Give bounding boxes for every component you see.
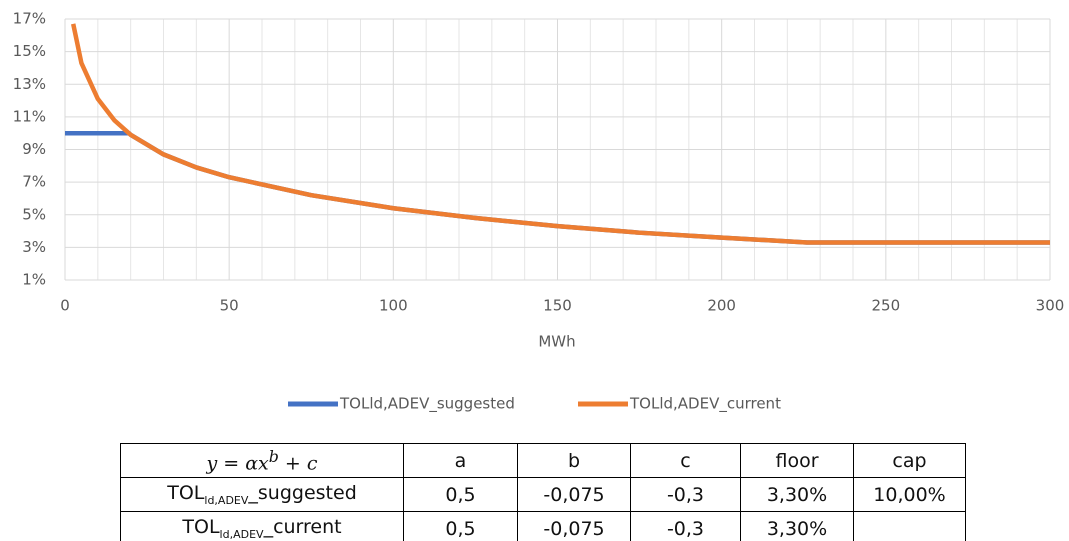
- table-cell: b: [517, 443, 631, 478]
- cell-text: 3,30%: [766, 517, 828, 540]
- formula-exponent: b: [268, 446, 279, 466]
- x-tick-label: 200: [707, 297, 736, 315]
- cell-text: -0,3: [666, 483, 705, 506]
- y-tick-label: 3%: [22, 238, 46, 256]
- y-tick-label: 1%: [22, 271, 46, 289]
- cell-text: 0,5: [445, 483, 476, 506]
- row-label: TOL: [182, 516, 220, 539]
- table-cell: -0,075: [517, 511, 631, 541]
- y-tick-label: 5%: [22, 205, 46, 223]
- table-row: TOLld,ADEV_current 0,5 -0,075 -0,3 3,30%: [120, 511, 966, 541]
- table-row: TOLld,ADEV_suggested 0,5 -0,075 -0,3 3,30% 10…: [120, 477, 966, 512]
- table-cell: 0,5: [403, 511, 518, 541]
- table-cell: c: [630, 443, 741, 478]
- cell-text: -0,3: [666, 517, 705, 540]
- formula-text: y = αx: [206, 452, 269, 475]
- cell-text: a: [454, 449, 467, 472]
- table-cell: 10,00%: [853, 477, 966, 512]
- chart: MWh 1% 3% 5% 7% 9% 11% 13% 15% 17% 0 50 100 150 200 25…: [13, 10, 1065, 414]
- series-line: [71, 23, 1050, 245]
- row-label: TOL: [167, 482, 205, 505]
- y-tick-label: 15%: [13, 42, 46, 60]
- x-tick-label: 100: [379, 297, 408, 315]
- cell-text: cap: [892, 449, 927, 472]
- cell-text: floor: [775, 449, 819, 472]
- table-cell: TOLld,ADEV_suggested: [120, 477, 404, 512]
- table-cell: a: [403, 443, 518, 478]
- table-cell: -0,3: [630, 477, 741, 512]
- table-cell: 3,30%: [740, 477, 854, 512]
- table-cell: TOLld,ADEV_current: [120, 511, 404, 541]
- cell-text: b: [567, 449, 581, 472]
- legend-label: TOLld,ADEV_suggested: [339, 395, 515, 414]
- y-tick-label: 17%: [13, 10, 46, 28]
- table-cell: [853, 511, 966, 541]
- table-cell: cap: [853, 443, 966, 478]
- table-cell: -0,3: [630, 511, 741, 541]
- cell-text: -0,075: [543, 483, 605, 506]
- x-tick-label: 150: [543, 297, 572, 315]
- x-axis-label: MWh: [538, 333, 575, 351]
- table-body: y = αxb + c a b c floor cap TOLld,ADEV_suggest…: [120, 443, 966, 541]
- x-tick-label: 50: [220, 297, 239, 315]
- table-cell: 0,5: [403, 477, 518, 512]
- y-tick-label: 11%: [13, 107, 46, 125]
- y-tick-label: 13%: [13, 75, 46, 93]
- table-cell: floor: [740, 443, 854, 478]
- x-tick-label: 300: [1036, 297, 1065, 315]
- table-cell: 3,30%: [740, 511, 854, 541]
- row-label-subscript: ld,ADEV: [204, 493, 249, 507]
- x-tick-label: 250: [872, 297, 901, 315]
- row-label: _suggested: [248, 482, 357, 505]
- y-tick-label: 9%: [22, 140, 46, 158]
- y-tick-label: 7%: [22, 173, 46, 191]
- cell-text: c: [680, 449, 691, 472]
- x-tick-label: 0: [60, 297, 70, 315]
- table-cell: -0,075: [517, 477, 631, 512]
- parameter-table: y = αxb + c a b c floor cap TOLld,ADEV_suggest…: [120, 443, 966, 541]
- row-label: _current: [263, 516, 342, 539]
- cell-text: -0,075: [543, 517, 605, 540]
- formula-text: + c: [278, 452, 318, 475]
- table-cell: y = αxb + c: [120, 443, 404, 478]
- cell-text: 0,5: [445, 517, 476, 540]
- cell-text: 3,30%: [766, 483, 828, 506]
- row-label-subscript: ld,ADEV: [219, 527, 264, 541]
- table-header-row: y = αxb + c a b c floor cap: [120, 443, 966, 478]
- legend-label: TOLld,ADEV_current: [629, 395, 781, 414]
- cell-text: 10,00%: [873, 483, 946, 506]
